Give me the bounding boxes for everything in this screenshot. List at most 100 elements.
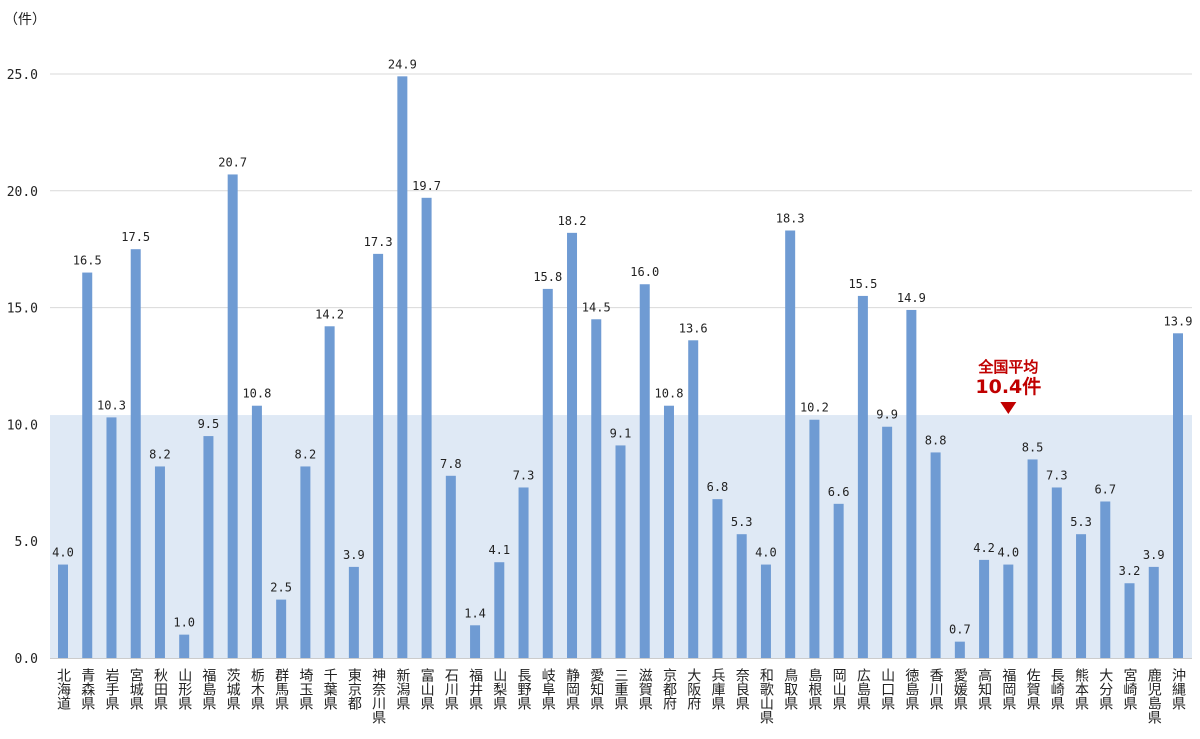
bar (1076, 534, 1087, 658)
bar (930, 452, 941, 658)
data-label: 4.0 (755, 546, 777, 560)
category-label: 神奈川県 (370, 668, 386, 724)
data-label: 4.0 (997, 546, 1019, 560)
category-label: 秋田県 (152, 668, 168, 710)
data-label: 3.2 (1119, 564, 1141, 578)
bar (833, 503, 844, 658)
bar (1173, 333, 1183, 658)
category-label: 奈良県 (734, 668, 750, 710)
data-label: 1.0 (173, 616, 195, 630)
category-label: 広島県 (855, 668, 871, 710)
bar (348, 566, 359, 658)
bar (906, 309, 917, 658)
average-marker-triangle-icon (1000, 402, 1017, 414)
bar (979, 559, 990, 658)
data-label: 13.9 (1164, 314, 1193, 328)
bar (1148, 566, 1159, 658)
data-label: 7.3 (1046, 468, 1068, 482)
data-label: 24.9 (388, 57, 417, 71)
bar (154, 466, 165, 658)
category-label: 岩手県 (103, 668, 119, 710)
bar (276, 599, 287, 658)
bar (227, 174, 238, 658)
category-label: 兵庫県 (709, 668, 725, 710)
category-label: 東京都 (346, 668, 362, 710)
data-label: 1.4 (464, 606, 486, 620)
bar (251, 405, 262, 658)
bar (736, 534, 747, 658)
data-label: 4.1 (488, 543, 510, 557)
bar (397, 76, 408, 658)
bar (785, 230, 796, 658)
y-tick-label: 0.0 (15, 652, 38, 667)
category-label: 新潟県 (394, 668, 410, 710)
category-label: 岐阜県 (540, 668, 556, 710)
category-label: 熊本県 (1073, 668, 1089, 710)
bar (179, 634, 190, 658)
data-label: 10.3 (97, 398, 126, 412)
category-label: 佐賀県 (1025, 668, 1041, 710)
bar (639, 284, 650, 658)
category-label: 愛知県 (588, 668, 604, 710)
category-label: 福岡県 (1000, 668, 1016, 710)
data-label: 16.5 (73, 254, 102, 268)
y-tick-label: 15.0 (7, 302, 38, 317)
data-label: 4.0 (52, 546, 74, 560)
bar (324, 326, 335, 658)
category-label: 群馬県 (273, 668, 289, 710)
category-label: 茨城県 (225, 668, 241, 710)
data-label: 3.9 (343, 548, 365, 562)
category-label: 京都府 (661, 668, 677, 711)
category-label: 山口県 (879, 668, 895, 710)
bar (954, 641, 965, 658)
category-label: 埼玉県 (297, 668, 313, 710)
category-label: 鹿児島県 (1146, 667, 1162, 724)
data-label: 17.3 (364, 235, 393, 249)
bar (542, 288, 553, 658)
category-label: 香川県 (928, 668, 944, 710)
category-label: 鳥取県 (782, 668, 798, 710)
bar (1003, 564, 1014, 658)
bar (421, 197, 432, 659)
data-label: 14.5 (582, 300, 611, 314)
bar (1027, 459, 1038, 658)
bar (494, 562, 505, 658)
category-label: 長野県 (516, 668, 532, 710)
data-label: 17.5 (121, 230, 150, 244)
category-label: 静岡県 (564, 668, 580, 710)
data-label: 7.3 (513, 468, 535, 482)
category-label: 滋賀県 (637, 668, 653, 710)
category-label: 大阪府 (685, 668, 701, 711)
bar (712, 499, 723, 658)
data-label: 9.1 (610, 426, 632, 440)
bar (106, 417, 117, 658)
category-label: 福井県 (467, 668, 483, 710)
data-label: 20.7 (218, 155, 247, 169)
data-label: 8.2 (295, 447, 317, 461)
data-label: 18.3 (776, 212, 805, 226)
category-label: 三重県 (613, 668, 629, 710)
category-label: 島根県 (806, 668, 822, 710)
category-label: 宮崎県 (1122, 668, 1138, 710)
category-label: 北海道 (55, 668, 71, 711)
bar (1051, 487, 1062, 658)
bar (470, 625, 481, 658)
category-label: 山梨県 (491, 668, 507, 710)
category-label: 長崎県 (1049, 668, 1065, 710)
data-label: 6.6 (828, 485, 850, 499)
category-label: 栃木県 (249, 668, 265, 710)
bar (663, 405, 674, 658)
bar (857, 295, 868, 658)
y-tick-label: 5.0 (15, 535, 38, 550)
average-annotation: 全国平均 10.4件 (975, 358, 1041, 414)
data-label: 7.8 (440, 457, 462, 471)
bar (688, 340, 699, 658)
bar (591, 319, 602, 658)
bar (1124, 583, 1135, 658)
bar (882, 426, 893, 658)
bar (1100, 501, 1111, 658)
data-label: 6.8 (707, 480, 729, 494)
data-label: 14.9 (897, 291, 926, 305)
data-label: 9.5 (198, 417, 220, 431)
bar (518, 487, 529, 658)
